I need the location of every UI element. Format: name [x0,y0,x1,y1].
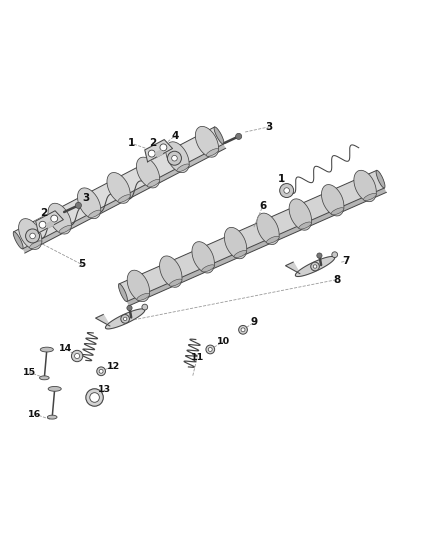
Text: 10: 10 [217,337,230,346]
Polygon shape [145,140,173,162]
Ellipse shape [30,241,42,248]
Ellipse shape [192,241,214,273]
Ellipse shape [266,236,279,244]
Ellipse shape [364,193,376,200]
Text: 7: 7 [342,256,349,266]
Circle shape [241,328,245,332]
Circle shape [148,150,155,157]
Text: 2: 2 [40,208,47,218]
Circle shape [30,233,35,239]
Circle shape [332,252,338,257]
Ellipse shape [127,270,150,302]
Circle shape [39,221,46,228]
Circle shape [311,262,319,271]
Polygon shape [286,262,300,273]
Circle shape [172,156,177,161]
Ellipse shape [39,376,49,380]
Ellipse shape [13,232,23,249]
Ellipse shape [234,251,247,257]
Circle shape [75,203,81,208]
Ellipse shape [118,195,131,203]
Ellipse shape [78,188,101,219]
Text: 4: 4 [172,131,179,141]
Circle shape [313,265,317,268]
Ellipse shape [47,415,57,419]
Ellipse shape [18,219,42,249]
Polygon shape [35,211,64,233]
Polygon shape [46,221,53,228]
Ellipse shape [257,213,279,245]
Ellipse shape [321,184,344,216]
Circle shape [127,305,132,311]
Circle shape [284,188,290,193]
Text: 8: 8 [333,274,340,285]
Polygon shape [106,309,145,329]
Circle shape [51,215,58,222]
Text: 14: 14 [59,344,72,353]
Ellipse shape [148,180,160,187]
Ellipse shape [166,142,189,173]
Circle shape [71,350,83,362]
Ellipse shape [48,386,61,391]
Ellipse shape [206,149,219,156]
Text: 5: 5 [78,260,85,269]
Ellipse shape [107,173,130,203]
Circle shape [280,183,293,198]
Text: 3: 3 [82,192,89,203]
Circle shape [160,144,167,151]
Circle shape [208,348,212,351]
Ellipse shape [201,265,214,272]
Polygon shape [119,171,385,302]
Ellipse shape [119,284,127,302]
Ellipse shape [159,256,182,287]
Ellipse shape [376,171,385,188]
Ellipse shape [331,208,344,215]
Circle shape [97,367,106,376]
Circle shape [124,317,127,321]
Circle shape [86,389,103,406]
Ellipse shape [88,210,101,218]
Circle shape [90,393,99,402]
Text: 1: 1 [128,139,135,148]
Text: 16: 16 [28,409,41,418]
Circle shape [74,353,80,359]
Circle shape [239,326,247,334]
Text: 6: 6 [259,201,266,211]
Text: 11: 11 [191,353,204,362]
Ellipse shape [137,293,150,301]
Ellipse shape [214,127,224,144]
Text: 12: 12 [107,361,120,370]
Text: 9: 9 [251,317,258,327]
Text: 15: 15 [22,368,35,377]
Ellipse shape [169,279,182,286]
Polygon shape [155,150,162,157]
Circle shape [206,345,215,354]
Ellipse shape [59,225,71,233]
Circle shape [167,151,181,165]
Text: 1: 1 [278,174,285,184]
Polygon shape [127,188,386,306]
Polygon shape [14,127,223,249]
Text: 3: 3 [265,122,273,132]
Circle shape [142,304,148,310]
Circle shape [121,314,130,323]
Ellipse shape [195,126,219,157]
Ellipse shape [354,171,376,201]
Ellipse shape [48,203,71,234]
Polygon shape [23,144,226,253]
Ellipse shape [136,157,159,188]
Ellipse shape [299,222,311,229]
Polygon shape [95,314,110,326]
Text: 2: 2 [149,138,156,148]
Circle shape [99,369,103,373]
Ellipse shape [289,199,311,230]
Circle shape [236,133,242,140]
Text: 13: 13 [98,385,111,394]
Ellipse shape [40,347,53,352]
Polygon shape [295,256,335,277]
Circle shape [25,229,39,243]
Ellipse shape [224,228,247,259]
Circle shape [317,253,322,258]
Ellipse shape [177,164,189,172]
